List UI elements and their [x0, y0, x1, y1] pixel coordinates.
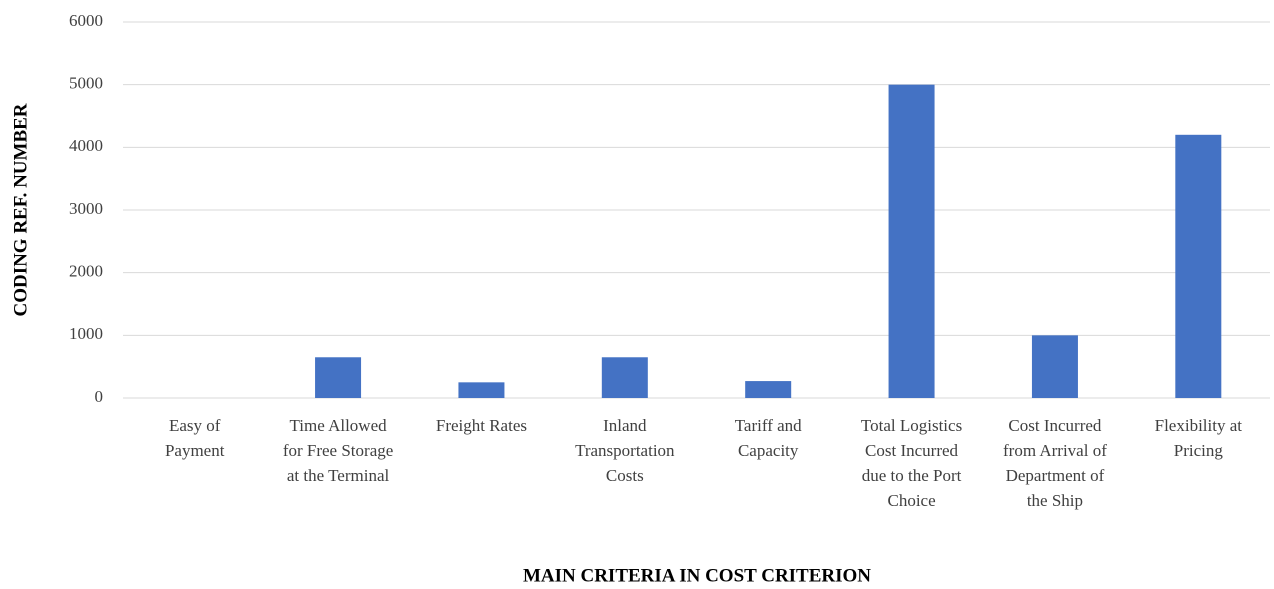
bar — [888, 84, 935, 399]
bar — [1031, 335, 1078, 398]
bar — [458, 382, 505, 398]
y-tick-label: 2000 — [69, 262, 103, 281]
x-tick-label: Inland Transportation Costs — [575, 416, 675, 485]
y-tick-label: 1000 — [69, 324, 103, 343]
x-tick-label: Easy of Payment — [165, 416, 225, 460]
y-tick-label: 0 — [95, 387, 104, 406]
y-tick-label: 4000 — [69, 136, 103, 155]
x-tick-label: Cost Incurred from Arrival of Department o… — [1003, 416, 1107, 510]
y-tick-label: 5000 — [69, 74, 103, 93]
bar — [315, 357, 362, 398]
bar — [1175, 134, 1222, 399]
y-axis-title: CODING REF. NUMBER — [10, 103, 31, 316]
x-tick-label: Time Allowed for Free Storage at the Termi… — [283, 416, 393, 485]
bar — [601, 357, 648, 398]
x-axis-title: MAIN CRITERIA IN COST CRITERION — [523, 565, 871, 586]
x-tick-label: Total Logistics Cost Incurred due to the P… — [861, 416, 962, 510]
bar — [745, 381, 792, 398]
y-tick-label: 3000 — [69, 199, 103, 218]
x-tick-label: Flexibility at Pricing — [1155, 416, 1243, 460]
x-tick-label: Tariff and Capacity — [735, 416, 802, 460]
y-tick-label: 6000 — [69, 11, 103, 30]
x-tick-label: Freight Rates — [436, 416, 527, 435]
